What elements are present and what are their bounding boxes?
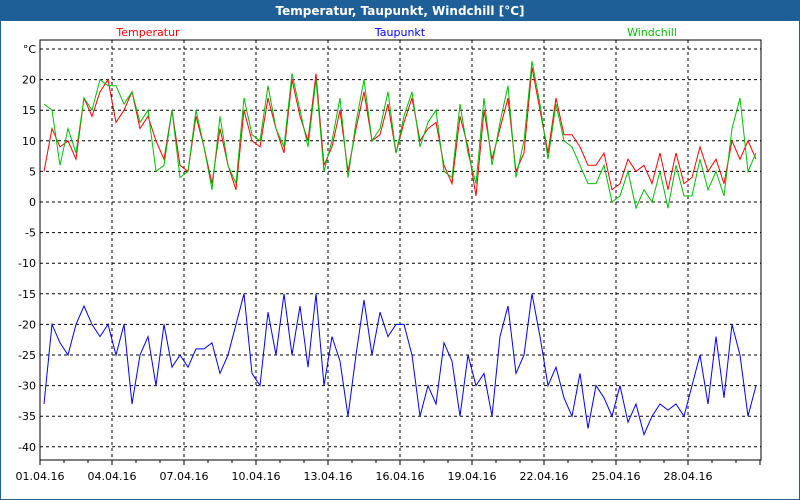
y-tick-label: -30	[18, 380, 36, 393]
y-tick-label: 10	[22, 135, 36, 148]
y-tick-label: -15	[18, 288, 36, 301]
y-tick-label: -25	[18, 349, 36, 362]
x-tick-label: 16.04.16	[376, 470, 425, 483]
y-tick-label: 0	[29, 196, 36, 209]
legend-temperatur: Temperatur	[115, 26, 180, 39]
x-tick-label: 19.04.16	[448, 470, 497, 483]
x-tick-label: 01.04.16	[16, 470, 65, 483]
x-tick-label: 10.04.16	[232, 470, 281, 483]
series-line-taupunkt	[43, 293, 757, 437]
window-title: Temperatur, Taupunkt, Windchill [°C]	[1, 1, 799, 21]
y-tick-label: 15	[22, 104, 36, 117]
x-tick-label: 04.04.16	[88, 470, 137, 483]
x-tick-label: 28.04.16	[664, 470, 713, 483]
y-axis-unit-label: °C	[23, 43, 37, 56]
y-tick-label: -40	[18, 441, 36, 454]
x-tick-label: 07.04.16	[160, 470, 209, 483]
y-tick-label: -20	[18, 318, 36, 331]
series-line-temperatur	[43, 67, 757, 196]
series-line-windchill	[43, 61, 757, 210]
x-tick-label: 25.04.16	[592, 470, 641, 483]
legend-taupunkt: Taupunkt	[374, 26, 426, 39]
y-tick-label: 5	[29, 165, 36, 178]
legend-windchill: Windchill	[627, 26, 677, 39]
y-tick-label: 20	[22, 74, 36, 87]
y-tick-label: -10	[18, 257, 36, 270]
y-tick-label: -35	[18, 410, 36, 423]
x-tick-label: 13.04.16	[304, 470, 353, 483]
y-tick-label: -5	[25, 227, 36, 240]
x-tick-label: 22.04.16	[520, 470, 569, 483]
